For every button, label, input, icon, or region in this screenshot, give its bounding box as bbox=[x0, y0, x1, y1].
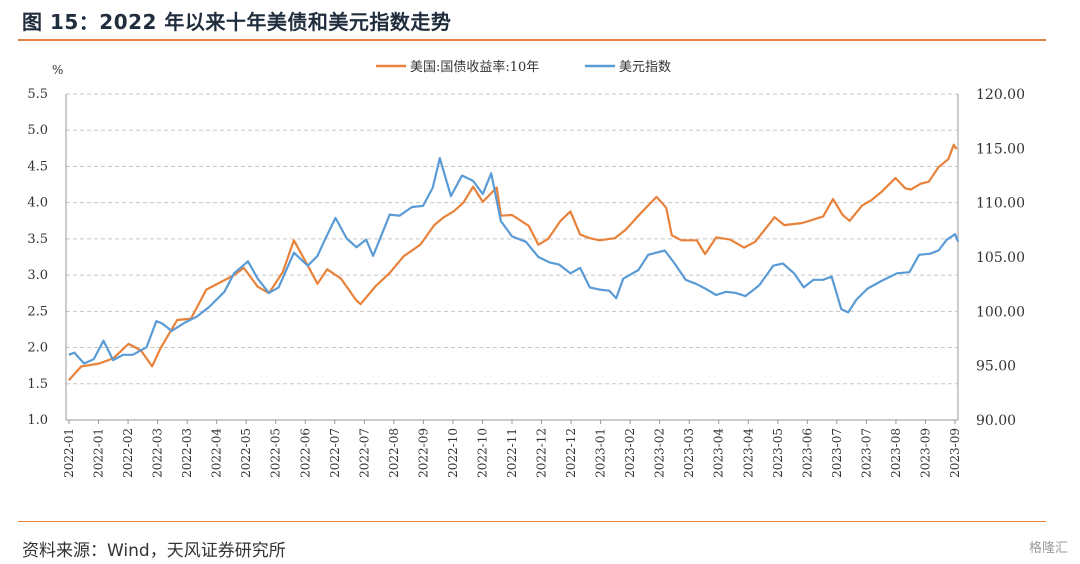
x-tick-label: 2023-04 bbox=[741, 428, 755, 478]
legend-label-1: 美国:国债收益率:10年 bbox=[410, 59, 539, 75]
y-left-unit-label: % bbox=[52, 63, 63, 77]
x-tick-label: 2022-06 bbox=[298, 428, 312, 478]
x-tick-label: 2023-05 bbox=[771, 428, 785, 478]
page-title: 图 15：2022 年以来十年美债和美元指数走势 bbox=[22, 10, 452, 34]
y-right-tick-label: 115.00 bbox=[976, 141, 1025, 157]
axis-layer: 1.0 1.5 2.0 2.5 3.0 3.5 4.0 4.5 5.0 5.5 90.00 95.00… bbox=[27, 87, 1025, 478]
series-layer bbox=[67, 143, 960, 381]
x-tick-label: 2022-12 bbox=[564, 428, 578, 478]
y-right-tick-label: 90.00 bbox=[976, 413, 1016, 429]
y-right-tick-label: 100.00 bbox=[976, 304, 1025, 320]
x-tick-label: 2023-02 bbox=[623, 428, 637, 478]
x-tick-label: 2022-11 bbox=[505, 428, 519, 478]
y-right-tick-label: 110.00 bbox=[976, 196, 1025, 212]
legend-label-2: 美元指数 bbox=[619, 60, 671, 75]
x-tick-label: 2023-08 bbox=[889, 428, 903, 478]
x-tick-label: 2023-07 bbox=[830, 428, 844, 478]
chart: 1.0 1.5 2.0 2.5 3.0 3.5 4.0 4.5 5.0 5.5 90.00 95.00… bbox=[27, 59, 1025, 478]
series-line-2 bbox=[68, 157, 960, 365]
x-tick-label: 2023-09 bbox=[948, 428, 962, 478]
x-tick-label: 2022-01 bbox=[62, 428, 76, 478]
x-tick-label: 2022-03 bbox=[180, 428, 194, 478]
y-left-tick-label: 4.5 bbox=[27, 159, 48, 174]
source-note: 资料来源：Wind，天风证券研究所 bbox=[22, 541, 286, 561]
x-tick-label: 2022-10 bbox=[446, 428, 460, 478]
x-tick-label: 2023-03 bbox=[682, 428, 696, 478]
x-tick-label: 2022-03 bbox=[151, 428, 165, 478]
y-left-tick-label: 2.0 bbox=[27, 341, 48, 356]
x-tick-label: 2022-01 bbox=[92, 428, 106, 478]
x-tick-label: 2022-10 bbox=[475, 428, 489, 478]
x-tick-label: 2022-05 bbox=[269, 428, 283, 478]
y-right-tick-label: 95.00 bbox=[976, 359, 1016, 375]
x-tick-label: 2023-07 bbox=[859, 428, 873, 478]
grid-layer bbox=[66, 93, 958, 385]
x-tick-label: 2022-12 bbox=[535, 428, 549, 478]
x-tick-label: 2022-02 bbox=[121, 428, 135, 478]
x-tick-label: 2023-06 bbox=[800, 428, 814, 478]
y-left-tick-label: 4.0 bbox=[27, 196, 48, 211]
y-right-tick-label: 120.00 bbox=[976, 87, 1025, 103]
x-tick-label: 2022-08 bbox=[387, 428, 401, 478]
y-left-tick-label: 3.0 bbox=[27, 268, 48, 283]
watermark-logo: 格隆汇 bbox=[1028, 541, 1068, 556]
y-left-tick-label: 5.0 bbox=[27, 123, 48, 138]
y-left-tick-label: 1.5 bbox=[27, 377, 48, 392]
x-tick-label: 2023-01 bbox=[594, 428, 608, 478]
y-left-tick-label: 1.0 bbox=[27, 413, 48, 428]
x-tick-label: 2023-04 bbox=[712, 428, 726, 478]
y-left-tick-label: 3.5 bbox=[27, 232, 48, 247]
x-tick-label: 2022-05 bbox=[239, 428, 253, 478]
y-right-tick-label: 105.00 bbox=[976, 250, 1025, 266]
x-tick-label: 2022-07 bbox=[328, 428, 342, 478]
x-tick-label: 2022-09 bbox=[416, 428, 430, 478]
x-tick-label: 2023-09 bbox=[918, 428, 932, 478]
x-tick-label: 2022-07 bbox=[357, 428, 371, 478]
legend: 美国:国债收益率:10年 美元指数 bbox=[376, 59, 671, 75]
x-tick-label: 2022-04 bbox=[210, 428, 224, 478]
y-left-tick-label: 5.5 bbox=[27, 87, 48, 102]
title-divider bbox=[18, 39, 1046, 41]
y-left-tick-label: 2.5 bbox=[27, 304, 48, 319]
x-tick-label: 2023-02 bbox=[653, 428, 667, 478]
series-line-1 bbox=[67, 143, 958, 381]
footer-divider bbox=[18, 521, 1046, 522]
